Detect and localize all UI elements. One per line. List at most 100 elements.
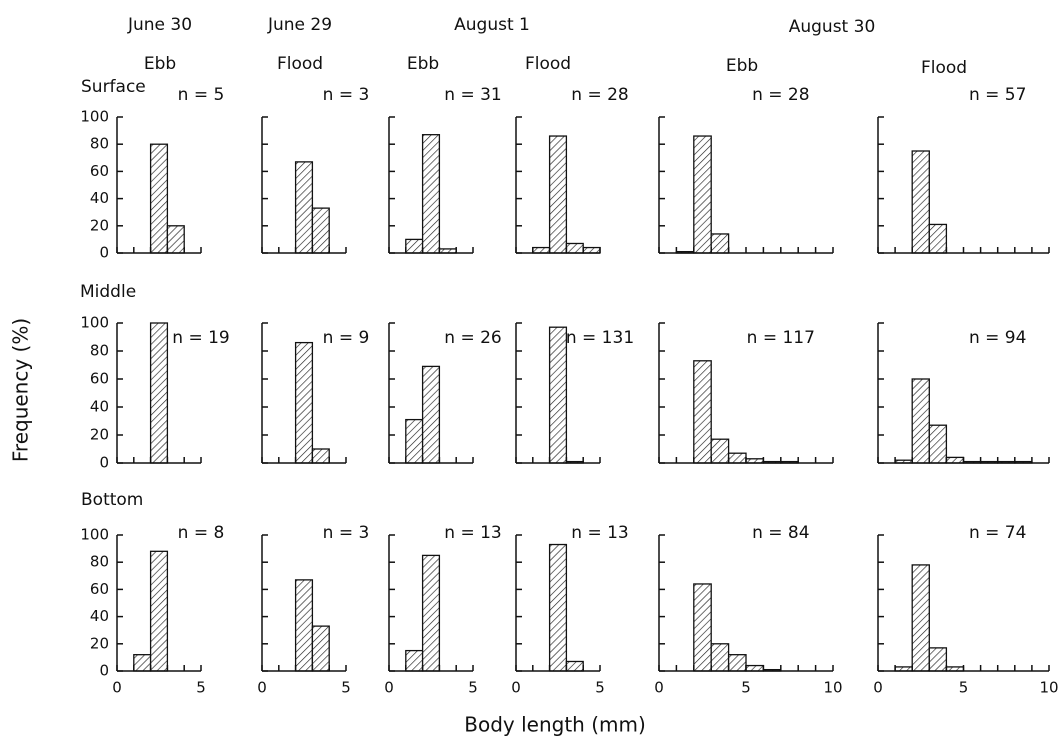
bar [311,625,330,672]
y-tick-label: 80 [90,342,109,360]
x-tick-label: 0 [257,679,267,697]
x-tick-label: 10 [1039,679,1058,697]
bar [745,664,765,672]
bar [911,150,930,254]
depth-label: Middle [80,282,136,302]
y-tick-label: 20 [90,426,109,444]
y-tick-label: 20 [90,634,109,652]
bar [928,424,948,464]
sample-size: n = 19 [172,328,229,348]
bar [565,660,584,672]
x-tick-label: 5 [468,679,478,697]
bar [133,654,152,672]
bar [421,365,441,464]
date-header: August 30 [789,17,876,37]
sample-size: n = 9 [323,328,370,348]
x-tick-label: 5 [196,679,206,697]
bar [421,134,441,254]
y-tick-label: 0 [99,662,109,680]
x-axis-label: Body length (mm) [464,713,646,737]
bar [928,223,948,254]
bar [532,246,551,254]
bar [693,583,712,672]
sample-size: n = 117 [747,328,815,348]
tide-header: Flood [921,58,967,78]
y-tick-label: 40 [90,398,109,416]
x-tick-label: 0 [112,679,122,697]
sample-size: n = 31 [444,85,501,105]
depth-label: Bottom [81,490,143,510]
bar [945,456,965,464]
y-tick-label: 40 [90,189,109,207]
bar [928,647,948,672]
bar [582,246,601,254]
tide-header: Ebb [407,54,439,74]
tide-header: Ebb [726,56,758,76]
sample-size: n = 3 [323,523,370,543]
bar [727,452,747,464]
bar [548,326,568,464]
y-axis-label: Frequency (%) [9,318,33,462]
y-tick-label: 0 [99,454,109,472]
bar [693,135,712,254]
y-tick-label: 20 [90,216,109,234]
bar [166,225,185,254]
bar [565,242,584,254]
bar [149,143,169,254]
bar [693,360,712,464]
y-tick-label: 100 [80,526,109,544]
bar [727,654,747,672]
y-tick-label: 60 [90,162,109,180]
bar [294,161,314,254]
bar [311,207,330,254]
bar [311,448,330,464]
x-tick-label: 0 [654,679,664,697]
x-tick-label: 0 [384,679,394,697]
x-tick-label: 0 [873,679,883,697]
sample-size: n = 74 [969,523,1026,543]
bar [405,649,424,672]
sample-size: n = 3 [323,85,370,105]
bar [421,554,441,672]
bar [710,643,730,672]
bar [294,579,314,672]
bar [911,564,930,672]
sample-size: n = 26 [444,328,501,348]
bar [710,438,730,464]
y-tick-label: 80 [90,135,109,153]
x-tick-label: 5 [741,679,751,697]
sample-size: n = 131 [566,328,634,348]
tide-header: Flood [525,54,571,74]
sample-size: n = 28 [752,85,809,105]
bar [710,233,730,254]
sample-size: n = 13 [444,523,501,543]
sample-size: n = 84 [752,523,809,543]
y-tick-label: 60 [90,370,109,388]
x-tick-label: 5 [959,679,969,697]
bar [294,341,314,464]
sample-size: n = 94 [969,328,1026,348]
date-header: June 30 [127,15,192,35]
bar [405,418,424,464]
bar [911,378,930,464]
y-tick-label: 100 [80,108,109,126]
date-header: August 1 [454,15,530,35]
sample-size: n = 57 [969,85,1026,105]
sample-size: n = 8 [178,523,225,543]
sample-size: n = 5 [178,85,225,105]
bar [149,550,169,672]
y-tick-label: 60 [90,580,109,598]
y-tick-label: 40 [90,607,109,625]
tide-header: Flood [277,54,323,74]
x-tick-label: 10 [823,679,842,697]
x-tick-label: 5 [595,679,605,697]
y-tick-label: 0 [99,244,109,262]
bar [149,322,169,464]
bar [548,135,568,254]
tide-header: Ebb [144,54,176,74]
y-tick-label: 80 [90,553,109,571]
date-header: June 29 [267,15,332,35]
bar [405,238,424,254]
sample-size: n = 13 [571,523,628,543]
